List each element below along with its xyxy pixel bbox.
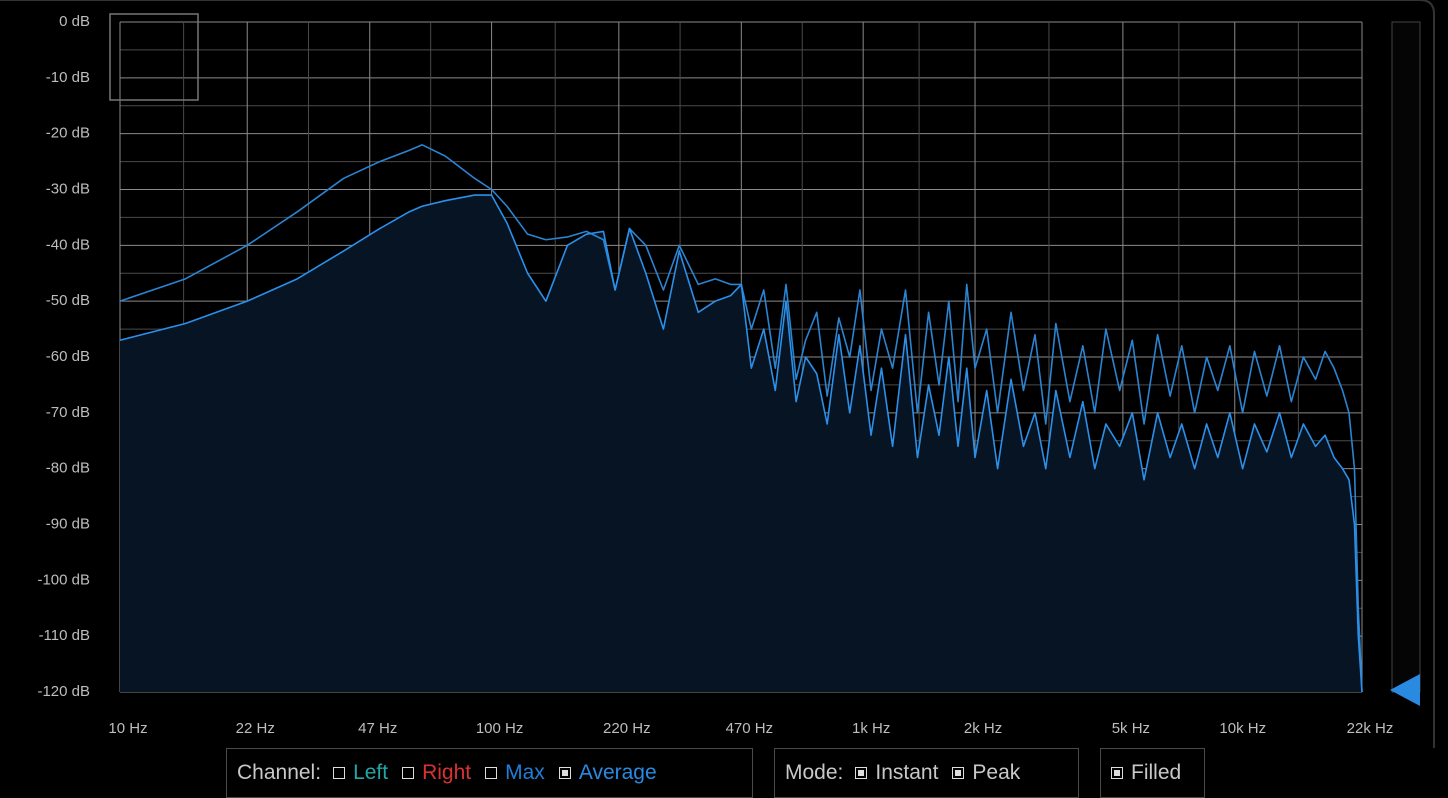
toggle-label[interactable]: Peak bbox=[972, 761, 1021, 784]
toggle[interactable]: Filled bbox=[1111, 761, 1181, 785]
spectrum-line bbox=[119, 194, 1363, 693]
y-tick-label: -60 dB bbox=[46, 348, 90, 365]
toggle[interactable]: Peak bbox=[952, 761, 1020, 785]
x-tick-label: 2k Hz bbox=[964, 720, 1002, 737]
mode-label: Mode: bbox=[785, 761, 844, 784]
toggle[interactable]: Average bbox=[558, 761, 657, 785]
y-tick-label: -40 dB bbox=[46, 236, 90, 253]
y-tick-label: -100 dB bbox=[37, 571, 90, 588]
channel-label: Channel: bbox=[237, 761, 322, 784]
toggle-label[interactable]: Left bbox=[353, 761, 389, 784]
spectrum-chart: 0 dB -10 dB -20 dB -30 dB -40 dB -50 dB -60 dB… bbox=[0, 0, 1435, 748]
checkbox[interactable] bbox=[333, 767, 346, 779]
filled-group: Filled bbox=[1100, 748, 1205, 798]
toggle[interactable]: Max bbox=[485, 761, 545, 785]
x-tick-label: 22k Hz bbox=[1347, 720, 1394, 737]
spectrum-line bbox=[119, 144, 1363, 693]
checkbox[interactable] bbox=[402, 767, 415, 779]
y-tick-label: -20 dB bbox=[46, 125, 90, 142]
y-tick-label: -30 dB bbox=[46, 180, 90, 197]
checkbox[interactable] bbox=[952, 767, 965, 779]
y-tick-label: -110 dB bbox=[39, 627, 90, 644]
channel-list: Left Right Max Average bbox=[333, 761, 657, 785]
x-tick-label: 10 Hz bbox=[108, 720, 147, 737]
y-tick-label: 0 dB bbox=[59, 13, 90, 30]
y-tick-label: -90 dB bbox=[46, 515, 90, 532]
checkbox[interactable] bbox=[485, 767, 498, 779]
x-tick-label: 100 Hz bbox=[476, 720, 524, 737]
checkbox[interactable] bbox=[855, 767, 868, 779]
toggle[interactable]: Right bbox=[402, 761, 471, 785]
checkbox[interactable] bbox=[558, 767, 571, 779]
toggle-label[interactable]: Filled bbox=[1131, 761, 1182, 784]
filled-toggle: Filled bbox=[1111, 761, 1181, 785]
y-tick-label: -70 dB bbox=[46, 404, 90, 421]
slider-handle[interactable] bbox=[1390, 674, 1420, 706]
checkbox[interactable] bbox=[1111, 767, 1123, 779]
y-tick-label: -10 dB bbox=[46, 69, 90, 86]
toggle-label[interactable]: Max bbox=[505, 761, 545, 784]
y-tick-label: -50 dB bbox=[46, 292, 90, 309]
x-tick-label: 22 Hz bbox=[236, 720, 275, 737]
toggle[interactable]: Left bbox=[333, 761, 388, 785]
x-tick-label: 47 Hz bbox=[358, 720, 397, 737]
x-tick-label: 470 Hz bbox=[726, 720, 774, 737]
area-fill bbox=[120, 195, 1362, 693]
toggle-label[interactable]: Average bbox=[578, 761, 657, 784]
x-tick-label: 1k Hz bbox=[852, 720, 890, 737]
level-slider[interactable] bbox=[1391, 21, 1421, 693]
toggle-label[interactable]: Instant bbox=[875, 761, 939, 784]
toggle[interactable]: Instant bbox=[855, 761, 938, 785]
marks bbox=[119, 144, 1363, 693]
mode-group: Mode: Instant Peak bbox=[774, 748, 1079, 798]
x-tick-label: 5k Hz bbox=[1112, 720, 1150, 737]
x-tick-label: 10k Hz bbox=[1219, 720, 1266, 737]
frame bbox=[0, 0, 1435, 748]
x-tick-label: 220 Hz bbox=[603, 720, 651, 737]
labels: 0 dB -10 dB -20 dB -30 dB -40 dB -50 dB -60 dB… bbox=[37, 13, 1393, 737]
mode-list: Instant Peak bbox=[855, 761, 1020, 785]
toggle-label[interactable]: Right bbox=[422, 761, 472, 784]
y-tick-label: -80 dB bbox=[46, 460, 90, 477]
y-tick-label: -120 dB bbox=[37, 683, 90, 700]
zoom-box bbox=[109, 13, 199, 101]
channel-group: Channel: Left Right Max Average bbox=[226, 748, 753, 798]
